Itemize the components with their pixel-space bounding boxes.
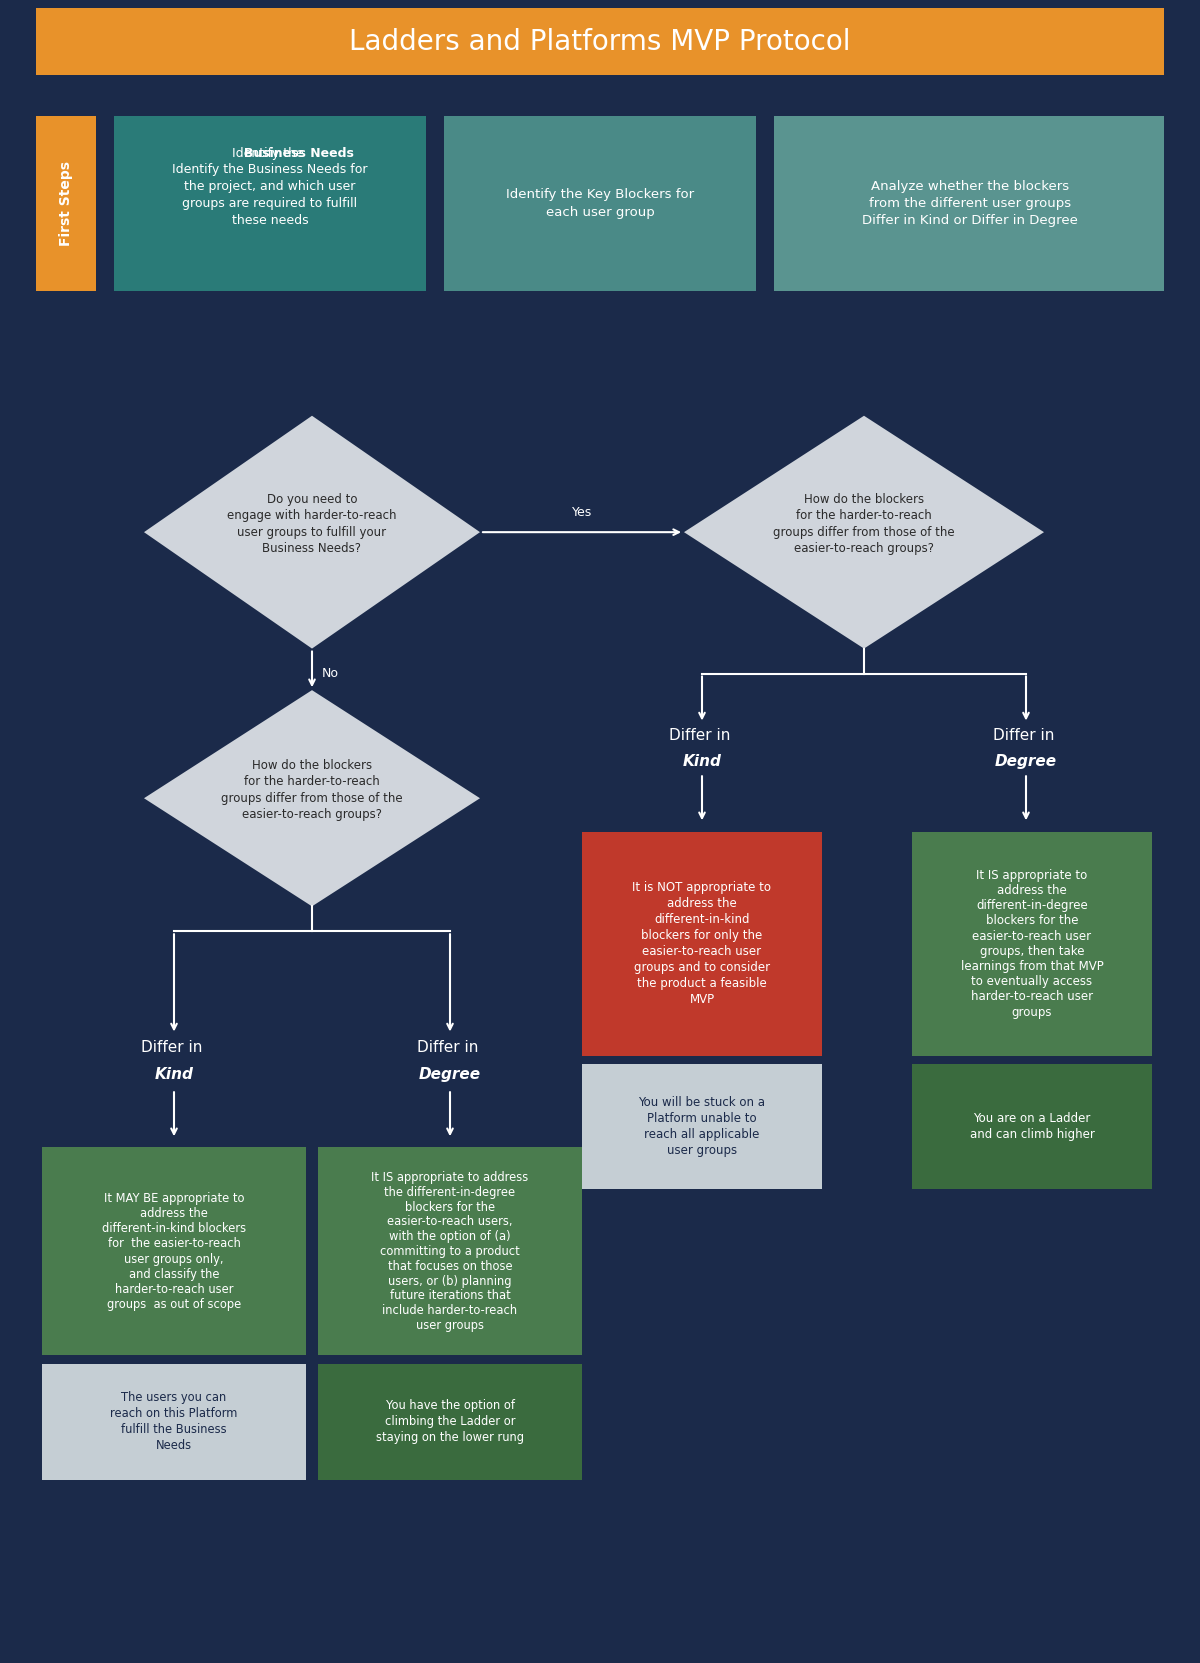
Text: Identify the Business Needs for
the project, and which user
groups are required : Identify the Business Needs for the proj… — [173, 163, 367, 228]
FancyBboxPatch shape — [582, 1064, 822, 1189]
Text: No: No — [322, 667, 338, 680]
Text: Kind: Kind — [683, 753, 721, 770]
FancyBboxPatch shape — [444, 116, 756, 291]
FancyBboxPatch shape — [318, 1147, 582, 1355]
FancyBboxPatch shape — [582, 832, 822, 1056]
FancyBboxPatch shape — [774, 116, 1164, 291]
Text: The users you can
reach on this Platform
fulfill the Business
Needs: The users you can reach on this Platform… — [110, 1392, 238, 1452]
Text: It IS appropriate to address
the different-in-degree
blockers for the
easier-to-: It IS appropriate to address the differe… — [371, 1171, 529, 1332]
Text: Degree: Degree — [419, 1066, 481, 1083]
Text: How do the blockers
for the harder-to-reach
groups differ from those of the
easi: How do the blockers for the harder-to-re… — [221, 758, 403, 822]
Text: It is NOT appropriate to
address the
different-in-kind
blockers for only the
eas: It is NOT appropriate to address the dif… — [632, 881, 772, 1006]
Text: Differ in: Differ in — [668, 727, 736, 743]
Text: Identify the Key Blockers for
each user group: Identify the Key Blockers for each user … — [506, 188, 694, 220]
Text: Differ in: Differ in — [140, 1039, 208, 1056]
Text: It IS appropriate to
address the
different-in-degree
blockers for the
easier-to-: It IS appropriate to address the differe… — [961, 868, 1103, 1019]
Text: Differ in: Differ in — [416, 1039, 484, 1056]
Text: Analyze whether the blockers
from the different user groups
Differ in Kind or Di: Analyze whether the blockers from the di… — [862, 180, 1078, 228]
FancyBboxPatch shape — [912, 1064, 1152, 1189]
FancyBboxPatch shape — [36, 8, 1164, 75]
FancyBboxPatch shape — [114, 116, 426, 291]
Text: Business Needs: Business Needs — [186, 148, 354, 160]
FancyBboxPatch shape — [912, 832, 1152, 1056]
Text: You have the option of
climbing the Ladder or
staying on the lower rung: You have the option of climbing the Ladd… — [376, 1399, 524, 1445]
Text: How do the blockers
for the harder-to-reach
groups differ from those of the
easi: How do the blockers for the harder-to-re… — [773, 492, 955, 555]
Text: First Steps: First Steps — [59, 161, 73, 246]
Text: Kind: Kind — [155, 1066, 193, 1083]
Text: Do you need to
engage with harder-to-reach
user groups to fulfill your
Business : Do you need to engage with harder-to-rea… — [227, 492, 397, 555]
Text: Differ in: Differ in — [992, 727, 1060, 743]
Text: You are on a Ladder
and can climb higher: You are on a Ladder and can climb higher — [970, 1113, 1094, 1141]
Text: Identify the: Identify the — [232, 148, 308, 160]
Polygon shape — [144, 416, 480, 649]
Text: It MAY BE appropriate to
address the
different-in-kind blockers
for  the easier-: It MAY BE appropriate to address the dif… — [102, 1192, 246, 1310]
Text: Ladders and Platforms MVP Protocol: Ladders and Platforms MVP Protocol — [349, 28, 851, 55]
Polygon shape — [144, 690, 480, 906]
FancyBboxPatch shape — [42, 1364, 306, 1480]
FancyBboxPatch shape — [42, 1147, 306, 1355]
Text: Degree: Degree — [995, 753, 1057, 770]
Text: Yes: Yes — [572, 506, 592, 519]
FancyBboxPatch shape — [36, 116, 96, 291]
Polygon shape — [684, 416, 1044, 649]
Text: You will be stuck on a
Platform unable to
reach all applicable
user groups: You will be stuck on a Platform unable t… — [638, 1096, 766, 1157]
FancyBboxPatch shape — [318, 1364, 582, 1480]
